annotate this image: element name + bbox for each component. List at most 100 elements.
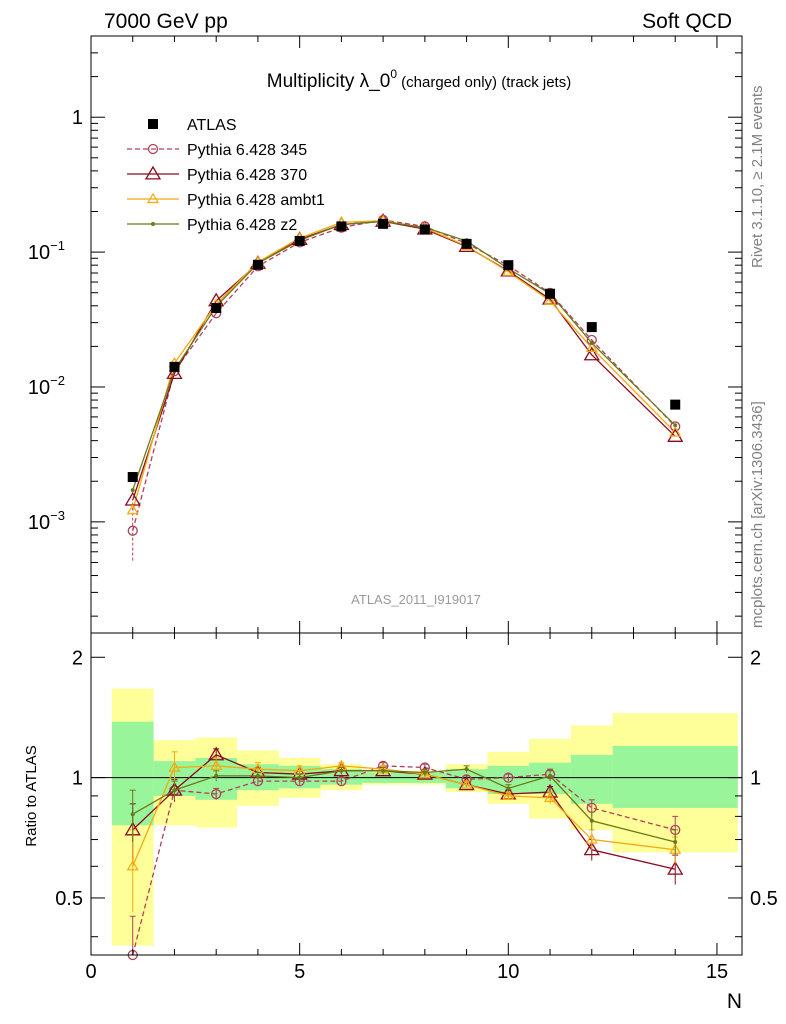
ratio-point <box>667 860 684 875</box>
series-point <box>166 365 183 379</box>
legend-label: Pythia 6.428 z2 <box>187 217 297 234</box>
legend-marker <box>144 165 162 180</box>
data-point <box>545 288 556 299</box>
x-tick-label: 15 <box>706 961 728 983</box>
analysis-label: ATLAS_2011_I919017 <box>351 592 481 607</box>
ratio-point <box>502 789 515 801</box>
series-point <box>127 525 138 536</box>
ratio-point <box>172 788 177 793</box>
main-panel: 10−3 10−2 10−1 1 Multiplicity λ_00 (charged… <box>28 35 743 634</box>
ratio-y-tick-label: 2 <box>72 647 83 669</box>
series-point <box>502 265 515 276</box>
ratio-point <box>214 773 219 778</box>
ratio-y-tick-label-right: 2 <box>750 647 761 669</box>
data-point <box>586 322 597 333</box>
legend-marker <box>146 192 160 204</box>
ratio-point <box>673 840 678 845</box>
energy-label: 7000 GeV pp <box>104 10 228 33</box>
ratio-point <box>211 788 222 800</box>
ratio-y-tick-label: 1 <box>72 768 83 790</box>
y-tick-label: 1 <box>72 107 83 129</box>
ratio-point <box>130 812 135 817</box>
y-tick-label: 10−2 <box>28 373 65 399</box>
process-label: Soft QCD <box>642 10 732 33</box>
ratio-y-tick-label-right: 0.5 <box>750 888 778 910</box>
series-point <box>126 504 139 515</box>
ratio-point <box>464 767 469 772</box>
ratio-y-tick-label-right: 1 <box>750 768 761 790</box>
rivet-label: Rivet 3.1.10, ≥ 2.1M events <box>749 86 766 269</box>
stat-uncertainty-band <box>570 754 613 804</box>
data-point <box>670 399 681 410</box>
ratio-point <box>422 770 427 775</box>
ratio-point <box>543 791 557 802</box>
legend-marker <box>147 143 159 155</box>
chart-title-sup: 0 <box>390 67 397 81</box>
y-tick-label: 10−3 <box>28 508 65 534</box>
main-data-layer <box>124 213 684 561</box>
data-point <box>419 224 430 235</box>
legend-marker-atlas <box>148 119 158 129</box>
ratio-y-tick-label: 0.5 <box>55 888 83 910</box>
x-axis-label: N <box>727 990 742 1013</box>
ratio-point <box>168 761 181 772</box>
ratio-point <box>210 759 223 770</box>
series-point <box>543 294 557 305</box>
series-point <box>589 340 594 345</box>
x-tick-label: 5 <box>294 961 305 983</box>
x-tick-label: 0 <box>85 961 96 983</box>
series-point <box>585 341 598 352</box>
legend: ATLAS Pythia 6.428 345 Pythia 6.428 370 Pyt… <box>127 117 325 234</box>
series-point <box>673 423 678 428</box>
data-point <box>294 235 305 246</box>
ratio-point <box>297 775 302 780</box>
series-line <box>132 220 676 491</box>
ratio-point <box>255 773 260 778</box>
series-point <box>670 421 681 432</box>
data-point <box>503 260 514 271</box>
data-point <box>461 238 472 249</box>
ratio-point <box>548 773 553 778</box>
data-point <box>169 361 180 372</box>
ratio-panel: 0 5 10 15 0.5 0.5 1 1 2 2 Ratio to ATLAS <box>23 632 778 983</box>
y-tick-label: 10−1 <box>28 238 65 264</box>
data-point <box>252 259 263 270</box>
ratio-point <box>418 767 431 779</box>
ratio-point <box>339 768 344 773</box>
series-point <box>583 346 600 361</box>
series-point <box>130 488 135 493</box>
legend-label-atlas: ATLAS <box>187 117 237 134</box>
data-point <box>378 218 389 229</box>
site-label: mcplots.cern.ch [arXiv:1306.3436] <box>749 401 766 628</box>
legend-label: Pythia 6.428 370 <box>187 167 307 184</box>
data-point <box>211 303 222 314</box>
chart-title-main: Multiplicity λ_0 <box>267 71 391 92</box>
data-point <box>336 221 347 232</box>
ratio-point <box>126 860 139 871</box>
legend-label: Pythia 6.428 345 <box>187 142 307 159</box>
ratio-point <box>503 772 514 783</box>
ratio-frame <box>90 632 743 956</box>
ratio-point <box>506 786 511 791</box>
ratio-point <box>381 768 386 773</box>
legend-marker <box>151 222 155 226</box>
stat-uncertainty-band <box>612 745 738 808</box>
ratio-point <box>460 778 473 789</box>
x-tick-label: 10 <box>497 961 519 983</box>
ratio-point <box>583 841 600 856</box>
legend-label: Pythia 6.428 ambt1 <box>187 192 325 209</box>
series-line <box>132 220 676 501</box>
ratio-data-layer <box>91 688 742 961</box>
data-point <box>127 472 138 483</box>
chart-title-rest: (charged only) (track jets) <box>397 74 571 91</box>
series-line <box>132 220 676 511</box>
main-axes: 10−3 10−2 10−1 1 <box>28 35 742 633</box>
series-line <box>132 219 676 531</box>
ratio-axis-label: Ratio to ATLAS <box>23 745 40 846</box>
ratio-point <box>336 775 347 787</box>
series-point <box>669 426 682 437</box>
chart-title: Multiplicity λ_00 (charged only) (track … <box>267 67 571 92</box>
ratio-point <box>589 818 594 823</box>
ratio-axes: 0 5 10 15 0.5 0.5 1 1 2 2 <box>55 633 778 983</box>
